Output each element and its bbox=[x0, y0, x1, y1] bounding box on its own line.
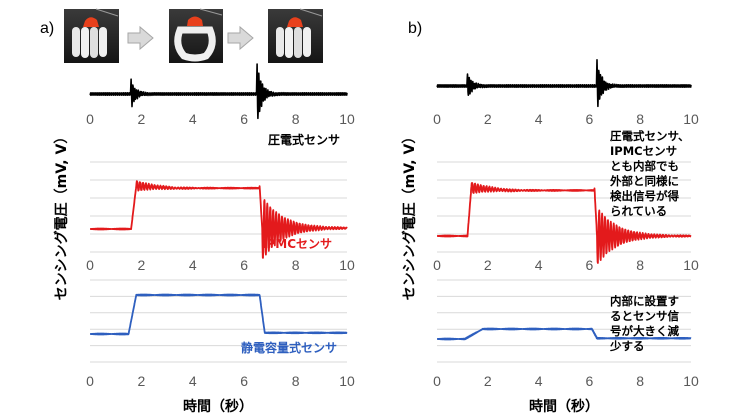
arrow-icon-2 bbox=[227, 25, 254, 51]
charts: 0 2 4 6 8 10 0 2 4 6 8 10 0 2 4 6 8 10 0 2 4 6 8 10 0 2 4 6 8 10 0 2 4 6 8… bbox=[86, 59, 699, 389]
x-tick-label: 6 bbox=[240, 373, 248, 389]
x-tick-label: 8 bbox=[636, 111, 644, 127]
x-tick-label: 8 bbox=[636, 373, 644, 389]
svg-text:圧電式センサ、: 圧電式センサ、 bbox=[610, 129, 689, 143]
series-line bbox=[436, 59, 692, 108]
gripper-photo-2 bbox=[169, 8, 223, 63]
x-tick-label: 2 bbox=[484, 111, 492, 127]
x-tick-label: 8 bbox=[636, 257, 644, 273]
x-tick-label: 10 bbox=[339, 111, 355, 127]
x-axis-label-a: 時間（秒） bbox=[183, 398, 253, 415]
capacitive-sensor-label: 静電容量式センサ bbox=[241, 340, 337, 355]
series-line bbox=[89, 180, 348, 259]
annotation-b-top: 圧電式センサ、 IPMCセンサ とも内部でも 外部と同様に 検出信号が得 られて… bbox=[609, 129, 689, 218]
x-tick-label: 0 bbox=[86, 111, 94, 127]
gripper-photo-1 bbox=[64, 8, 119, 63]
chart-a-2: 0 2 4 6 8 10 bbox=[86, 279, 355, 389]
x-tick-label: 0 bbox=[433, 373, 441, 389]
series-line bbox=[89, 63, 348, 120]
chart-b-2: 0 2 4 6 8 10 bbox=[433, 279, 699, 389]
x-tick-label: 8 bbox=[292, 111, 300, 127]
x-tick-label: 10 bbox=[683, 111, 699, 127]
x-tick-label: 4 bbox=[189, 111, 197, 127]
x-tick-label: 10 bbox=[683, 373, 699, 389]
chart-a-0: 0 2 4 6 8 10 bbox=[86, 63, 355, 127]
chart-a-1: 0 2 4 6 8 10 bbox=[86, 161, 355, 273]
x-tick-label: 4 bbox=[535, 111, 543, 127]
x-tick-label: 10 bbox=[339, 373, 355, 389]
series-line bbox=[436, 327, 692, 341]
x-tick-label: 10 bbox=[683, 257, 699, 273]
piezo-sensor-label: 圧電式センサ bbox=[268, 132, 340, 147]
x-tick-label: 10 bbox=[339, 257, 355, 273]
x-tick-label: 0 bbox=[86, 373, 94, 389]
x-tick-label: 8 bbox=[292, 373, 300, 389]
panel-letter-a: a) bbox=[40, 20, 54, 37]
x-tick-label: 4 bbox=[189, 373, 197, 389]
chart-b-0: 0 2 4 6 8 10 bbox=[433, 59, 699, 127]
series-line bbox=[436, 182, 692, 264]
ipmc-sensor-label: IPMCセンサ bbox=[262, 237, 332, 251]
gripper-photo-3 bbox=[268, 8, 323, 63]
series-line bbox=[89, 293, 348, 336]
annotation-b-bottom: 内部に設置す るとセンサ信 号が大きく減 少する bbox=[609, 294, 679, 353]
chart-b-1: 0 2 4 6 8 10 bbox=[433, 161, 699, 273]
y-axis-label-b: センシング電圧（mV, V） bbox=[401, 130, 418, 301]
x-tick-label: 2 bbox=[138, 257, 146, 273]
arrow-icon-1 bbox=[127, 25, 154, 51]
x-axis-label-b: 時間（秒） bbox=[529, 398, 599, 415]
svg-text:号が大きく減: 号が大きく減 bbox=[610, 324, 679, 338]
x-tick-label: 0 bbox=[433, 111, 441, 127]
x-tick-label: 2 bbox=[484, 257, 492, 273]
x-tick-label: 6 bbox=[586, 111, 594, 127]
svg-text:少する: 少する bbox=[609, 339, 645, 353]
x-tick-label: 6 bbox=[240, 111, 248, 127]
x-tick-label: 2 bbox=[484, 373, 492, 389]
x-tick-label: 6 bbox=[586, 373, 594, 389]
x-tick-label: 4 bbox=[189, 257, 197, 273]
x-tick-label: 8 bbox=[292, 257, 300, 273]
svg-text:検出信号が得: 検出信号が得 bbox=[610, 189, 679, 203]
panel-letter-b: b) bbox=[408, 20, 422, 37]
x-tick-label: 2 bbox=[138, 111, 146, 127]
svg-text:るとセンサ信: るとセンサ信 bbox=[610, 309, 679, 323]
x-tick-label: 2 bbox=[138, 373, 146, 389]
svg-text:られている: られている bbox=[610, 204, 667, 218]
svg-text:外部と同様に: 外部と同様に bbox=[609, 174, 679, 188]
x-tick-label: 0 bbox=[86, 257, 94, 273]
svg-text:とも内部でも: とも内部でも bbox=[610, 159, 679, 173]
x-tick-label: 0 bbox=[433, 257, 441, 273]
svg-text:IPMCセンサ: IPMCセンサ bbox=[610, 144, 677, 158]
x-tick-label: 4 bbox=[535, 373, 543, 389]
y-axis-label-a: センシング電圧（mV, V） bbox=[53, 130, 70, 301]
svg-text:内部に設置す: 内部に設置す bbox=[610, 294, 679, 308]
x-tick-label: 6 bbox=[586, 257, 594, 273]
x-tick-label: 6 bbox=[240, 257, 248, 273]
x-tick-label: 4 bbox=[535, 257, 543, 273]
